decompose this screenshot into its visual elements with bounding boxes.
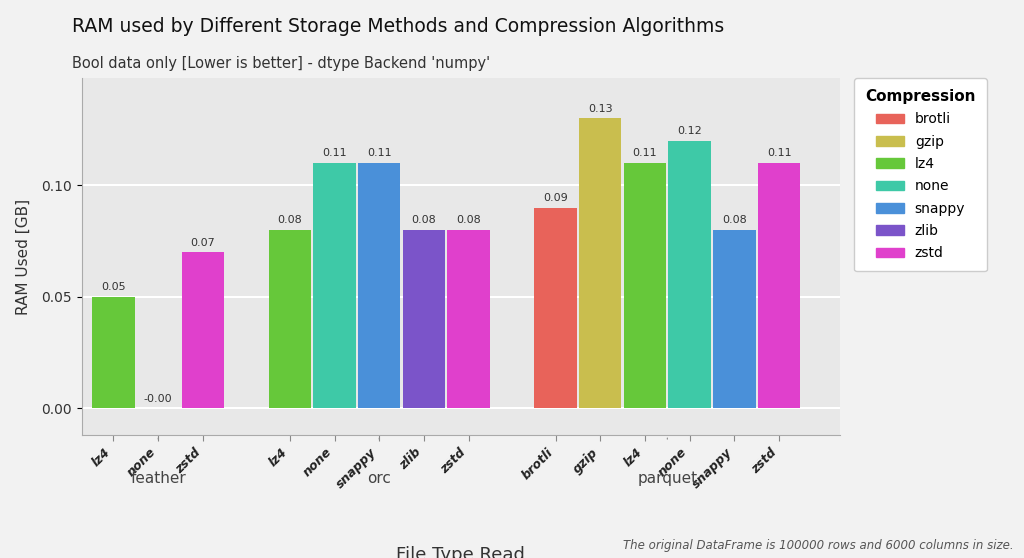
Bar (181, 252, 224, 408)
Text: feather: feather (130, 471, 186, 486)
Bar (579, 118, 622, 408)
Text: 0.11: 0.11 (767, 148, 792, 158)
Bar (758, 163, 801, 408)
Text: orc: orc (368, 471, 391, 486)
Bar (358, 163, 400, 408)
Bar (624, 163, 667, 408)
Bar (535, 208, 577, 408)
Bar (669, 141, 711, 408)
X-axis label: File Type Read: File Type Read (396, 546, 525, 558)
Text: 0.05: 0.05 (101, 282, 126, 292)
Text: 0.08: 0.08 (457, 215, 481, 225)
Bar (92, 297, 135, 408)
Text: 0.08: 0.08 (278, 215, 302, 225)
Bar (313, 163, 355, 408)
Text: -0.00: -0.00 (144, 394, 172, 404)
Legend: brotli, gzip, lz4, none, snappy, zlib, zstd: brotli, gzip, lz4, none, snappy, zlib, z… (854, 78, 987, 272)
Text: parquet: parquet (637, 471, 697, 486)
Text: 0.11: 0.11 (367, 148, 391, 158)
Text: 0.08: 0.08 (412, 215, 436, 225)
Text: 0.12: 0.12 (677, 126, 702, 136)
Bar (713, 230, 756, 408)
Text: 0.08: 0.08 (722, 215, 746, 225)
Bar (402, 230, 445, 408)
Text: 0.11: 0.11 (633, 148, 657, 158)
Bar (268, 230, 311, 408)
Text: 0.13: 0.13 (588, 104, 612, 114)
Text: Bool data only [Lower is better] - dtype Backend 'numpy': Bool data only [Lower is better] - dtype… (72, 56, 489, 71)
Y-axis label: RAM Used [GB]: RAM Used [GB] (15, 199, 31, 315)
Text: The original DataFrame is 100000 rows and 6000 columns in size.: The original DataFrame is 100000 rows an… (624, 540, 1014, 552)
Text: 0.11: 0.11 (323, 148, 347, 158)
Text: 0.07: 0.07 (190, 238, 215, 248)
Text: RAM used by Different Storage Methods and Compression Algorithms: RAM used by Different Storage Methods an… (72, 17, 724, 36)
Text: 0.09: 0.09 (543, 193, 568, 203)
Bar (447, 230, 489, 408)
